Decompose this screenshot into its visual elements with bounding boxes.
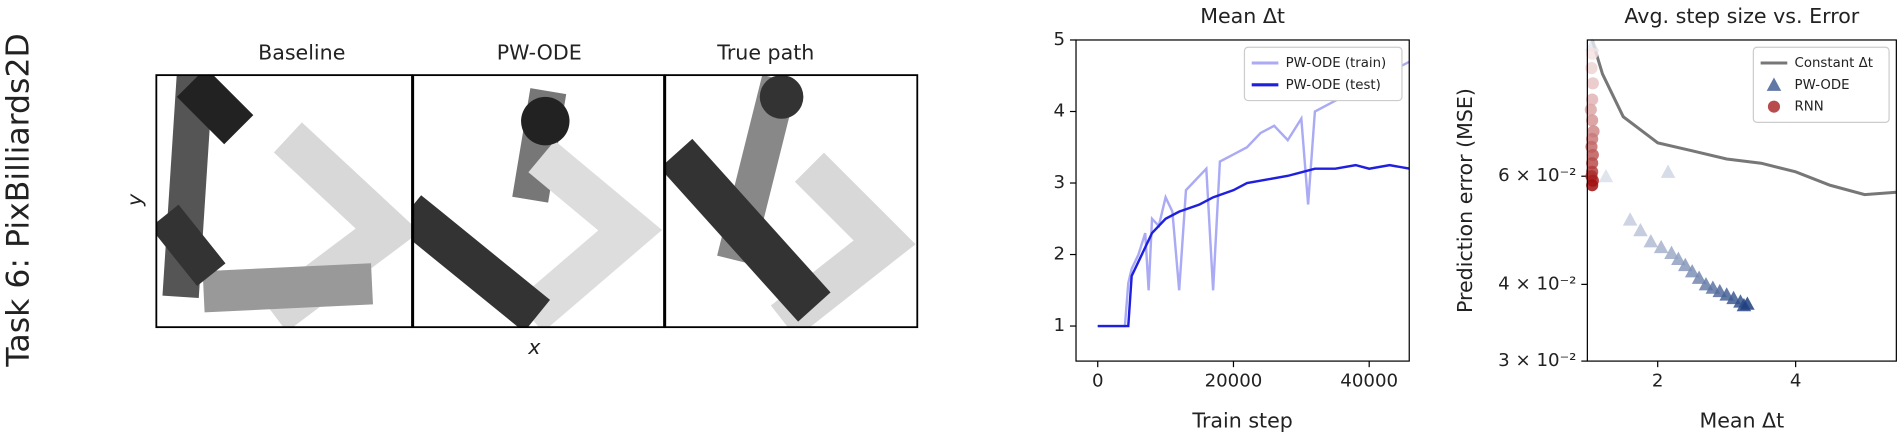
circle-point [1586, 179, 1599, 192]
legend-swatch [1767, 100, 1781, 113]
row-label: Task 6: PixBilliards2D [0, 33, 36, 367]
y-tick-label: 5 [1054, 29, 1066, 50]
image-title: True path [716, 40, 814, 64]
series-line [1590, 39, 1897, 197]
y-axis-label: Prediction error (MSE) [1453, 88, 1477, 313]
image-panels [155, 74, 919, 329]
x-axis-label: Train step [1191, 409, 1292, 433]
triangle-point [1691, 270, 1707, 284]
y-tick-label: 3 × 10⁻² [1498, 350, 1576, 371]
triangle-point [1653, 239, 1669, 254]
y-tick-label: 4 × 10⁻² [1498, 273, 1576, 294]
circle-point [1586, 157, 1599, 170]
circle-point [1586, 77, 1599, 90]
legend-box [1243, 46, 1403, 102]
triangle-point [1633, 222, 1648, 237]
legend-label: PW-ODE (test) [1286, 78, 1381, 93]
x-tick-label: 0 [1092, 371, 1104, 392]
legend-label: PW-ODE [1795, 78, 1850, 93]
image-y-label: y [123, 193, 147, 207]
baseline-image [156, 75, 413, 328]
axes-frame [1075, 39, 1410, 362]
legend-label: Constant Δt [1795, 56, 1873, 71]
y-tick-label: 4 [1054, 101, 1066, 122]
triangle-point [1660, 164, 1676, 178]
pwode-image [413, 88, 663, 328]
triangle-point [1584, 38, 1600, 52]
image-title: Baseline [258, 40, 345, 64]
legend-box [1752, 46, 1890, 123]
true-path-image [665, 75, 916, 328]
axes-frame [1586, 39, 1897, 362]
x-tick-label: 20000 [1205, 371, 1263, 392]
legend-label: PW-ODE (train) [1286, 56, 1387, 71]
legend-label: RNN [1795, 100, 1824, 115]
y-tick-label: 1 [1054, 315, 1066, 336]
y-tick-label: 3 [1054, 172, 1066, 193]
chart-title: Mean Δt [1200, 4, 1285, 28]
series-line [1097, 163, 1410, 328]
circle-point [1585, 62, 1598, 75]
triangle-point [1740, 296, 1755, 310]
triangle-point [1664, 245, 1679, 260]
circle-point [1586, 114, 1599, 127]
x-tick-label: 40000 [1340, 371, 1398, 392]
circle-point [1586, 47, 1599, 60]
image-title: PW-ODE [497, 40, 582, 64]
legend-swatch [1766, 77, 1782, 91]
x-tick-label: 2 [1652, 371, 1664, 392]
chart-title: Avg. step size vs. Error [1624, 4, 1859, 28]
image-x-label: x [527, 335, 541, 359]
triangle-point [1678, 257, 1693, 272]
x-tick-label: 4 [1790, 371, 1802, 392]
triangle-point [1684, 264, 1700, 278]
triangle-point [1598, 168, 1614, 183]
triangle-point [1671, 251, 1686, 266]
y-tick-label: 2 [1054, 244, 1066, 265]
circle-point [1586, 93, 1599, 106]
y-tick-label: 6 × 10⁻² [1498, 165, 1576, 186]
circle-point [1584, 103, 1597, 116]
triangle-point [1643, 234, 1659, 248]
x-axis-label: Mean Δt [1699, 409, 1784, 433]
triangle-point [1622, 212, 1638, 226]
